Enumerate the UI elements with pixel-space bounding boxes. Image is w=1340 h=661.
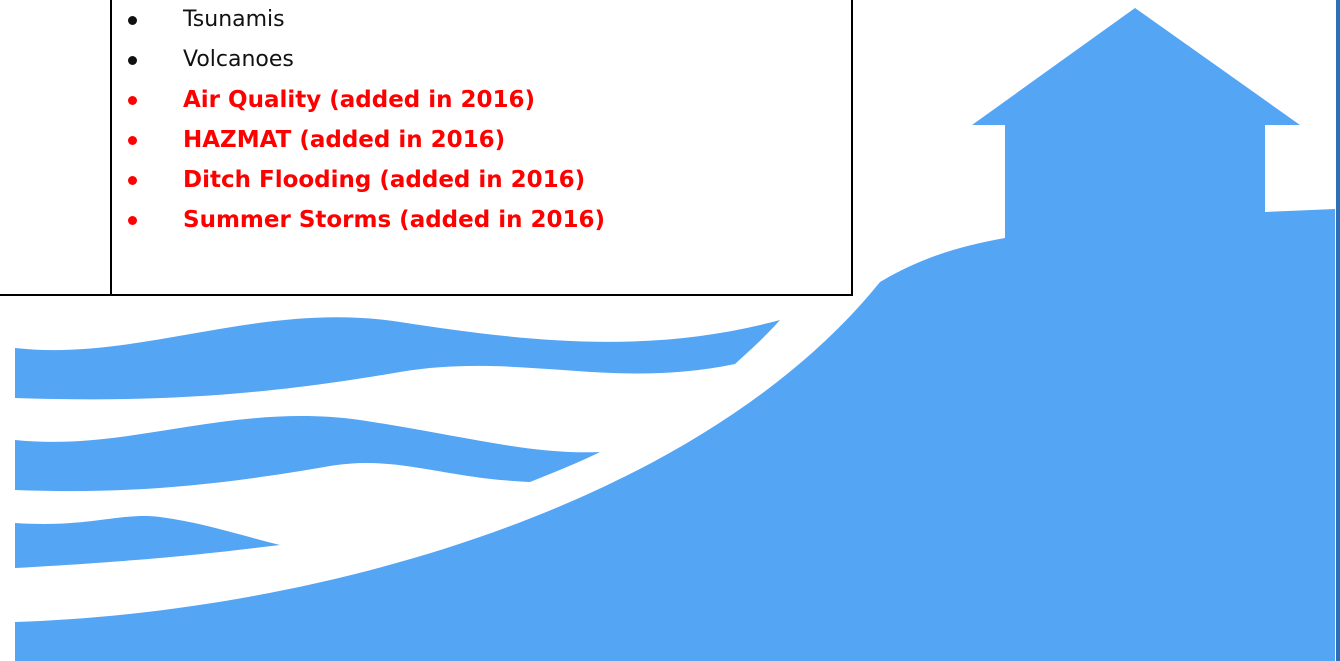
list-item: Ditch Flooding (added in 2016)	[125, 160, 605, 200]
list-item: Volcanoes	[125, 40, 605, 80]
list-item: Tsunamis	[125, 0, 605, 40]
bullet	[128, 176, 137, 185]
wave	[15, 317, 780, 400]
list-item: Air Quality (added in 2016)	[125, 80, 605, 120]
hazard-list: Tsunamis Volcanoes Air Quality (added in 2…	[125, 0, 605, 240]
hill-house	[15, 8, 1335, 661]
item-text: Volcanoes	[183, 47, 294, 72]
list-item: HAZMAT (added in 2016)	[125, 120, 605, 160]
item-text: HAZMAT (added in 2016)	[183, 127, 506, 153]
item-text: Summer Storms (added in 2016)	[183, 207, 606, 233]
item-text: Air Quality (added in 2016)	[183, 87, 536, 113]
wave	[15, 516, 280, 568]
item-text: Tsunamis	[183, 7, 285, 32]
bullet	[128, 216, 137, 225]
bullet	[128, 136, 137, 145]
edge-line	[1336, 0, 1340, 661]
table-divider	[110, 0, 112, 296]
bullet	[128, 56, 137, 65]
wave	[15, 416, 600, 492]
table-cell	[0, 0, 853, 296]
bullet	[128, 16, 137, 25]
list-item: Summer Storms (added in 2016)	[125, 200, 605, 240]
bullet	[128, 96, 137, 105]
item-text: Ditch Flooding (added in 2016)	[183, 167, 586, 193]
